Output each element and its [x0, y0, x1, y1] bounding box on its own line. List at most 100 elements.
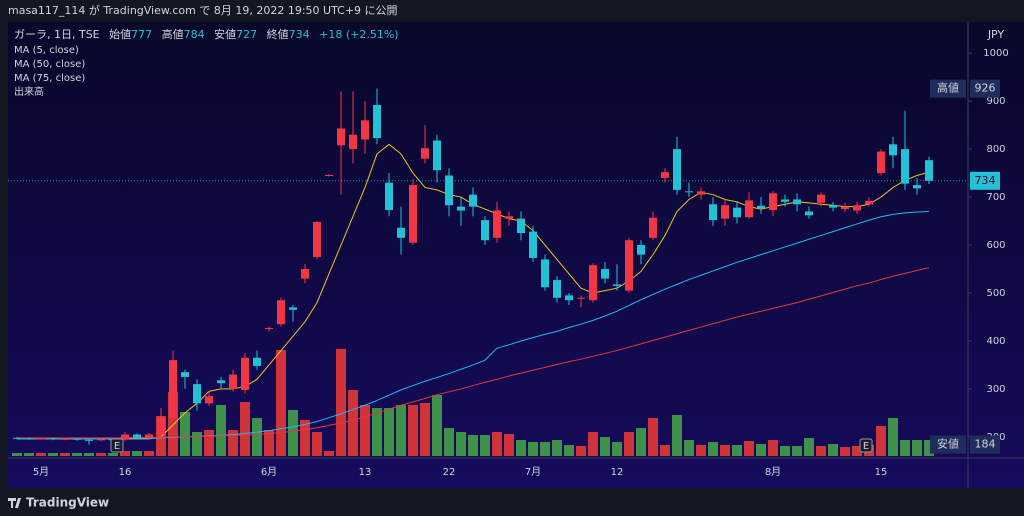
candle-body: [805, 211, 813, 216]
candle-body: [217, 380, 225, 384]
legend-close-label: 終値: [267, 27, 289, 41]
volume-bar: [576, 446, 586, 456]
candle-body: [61, 438, 69, 440]
volume-bar: [720, 445, 730, 456]
legend-high-label: 高値: [162, 27, 184, 41]
volume-bar: [132, 451, 142, 456]
brand-logo: [8, 498, 21, 508]
y-tick-label: 500: [986, 288, 1005, 299]
candle-body: [925, 160, 933, 181]
candle-body: [157, 417, 165, 435]
candle-body: [325, 175, 333, 177]
candle-body: [877, 151, 885, 174]
candle-body: [529, 231, 537, 258]
brand: TradingView: [8, 496, 109, 510]
volume-bar: [600, 437, 610, 456]
x-tick-label: 22: [443, 467, 456, 478]
volume-bar: [612, 442, 622, 456]
volume-bar: [708, 442, 718, 456]
volume-bar: [552, 440, 562, 456]
legend-open: 777: [131, 28, 152, 41]
volume-bar: [744, 441, 754, 456]
candle-body: [85, 439, 93, 441]
candle-body: [613, 284, 621, 286]
candle-body: [601, 269, 609, 279]
candle-body: [97, 439, 105, 441]
candle-body: [589, 265, 597, 301]
volume-bar: [252, 418, 262, 456]
volume-bar: [564, 445, 574, 456]
candle-body: [505, 216, 513, 219]
volume-bar: [84, 453, 94, 456]
candle-body: [421, 148, 429, 159]
candle-body: [709, 204, 717, 221]
candle-body: [829, 205, 837, 208]
volume-bar: [24, 453, 34, 456]
candle-body: [73, 438, 81, 440]
y-tick-label: 700: [986, 192, 1005, 203]
axis-unit: JPY: [987, 28, 1005, 41]
last-price-label: 734: [975, 174, 996, 187]
legend-low: 727: [236, 28, 257, 41]
event-label: E: [863, 441, 869, 452]
volume-bar: [216, 405, 226, 456]
legend-ma: MA (50, close): [14, 59, 85, 70]
marker-tag: [930, 79, 966, 98]
volume-bar: [504, 434, 514, 456]
volume-bar: [168, 392, 178, 456]
brand-name: TradingView: [26, 496, 109, 510]
candle-body: [517, 218, 525, 234]
candle-body: [265, 328, 273, 330]
y-tick-label: 900: [986, 96, 1005, 107]
x-tick-label: 5月: [33, 466, 49, 478]
volume-bar: [12, 453, 22, 456]
volume-bar: [624, 432, 634, 456]
volume-bar: [456, 432, 466, 456]
y-tick-label: 1000: [983, 48, 1008, 59]
candle-body: [181, 372, 189, 377]
candle-body: [133, 434, 141, 438]
candle-body: [25, 438, 33, 440]
legend-volume: 出来高: [14, 85, 44, 98]
volume-bar: [360, 405, 370, 456]
volume-bar: [192, 432, 202, 456]
volume-bar: [648, 418, 658, 456]
candle-body: [253, 357, 261, 366]
candle-body: [853, 205, 861, 211]
candle-body: [637, 245, 645, 255]
x-tick-label: 8月: [765, 466, 781, 478]
volume-bar: [336, 349, 346, 456]
candle-body: [697, 191, 705, 195]
candle-body: [565, 295, 573, 301]
candle-body: [817, 194, 825, 203]
candle-body: [889, 144, 897, 156]
plot: [12, 88, 934, 456]
candle-body: [241, 357, 249, 390]
marker-label: 高値: [937, 81, 959, 95]
volume-bar: [264, 430, 274, 456]
volume-bar: [408, 405, 418, 456]
legend-close: 734: [289, 28, 310, 41]
marker-value: 184: [975, 438, 996, 451]
candle-body: [37, 438, 45, 440]
volume-bar: [384, 408, 394, 456]
volume-bar: [480, 435, 490, 456]
y-tick-label: 600: [986, 240, 1005, 251]
volume-bar: [60, 453, 70, 456]
volume-bar: [588, 432, 598, 456]
y-tick-label: 300: [986, 384, 1005, 395]
candle-body: [469, 194, 477, 207]
candle-body: [661, 172, 669, 178]
candle-body: [361, 120, 369, 140]
volume-bar: [396, 405, 406, 456]
volume-bar: [912, 440, 922, 456]
marker-box: [970, 79, 1000, 98]
candle-body: [673, 149, 681, 190]
volume-bar: [888, 418, 898, 456]
volume-bar: [924, 440, 934, 456]
candle-body: [577, 297, 585, 299]
volume-bar: [540, 442, 550, 456]
candle-body: [445, 175, 453, 206]
volume-bar: [120, 451, 130, 456]
header-text: masa117_114 が TradingView.com で 8月 19, 2…: [8, 3, 398, 17]
